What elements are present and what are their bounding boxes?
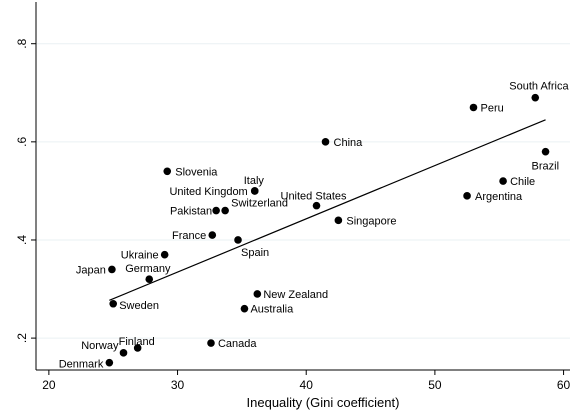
point-label: Pakistan [170,206,212,218]
fit-line-group [109,119,546,301]
point-label: Switzerland [231,198,288,210]
point-label: Brazil [532,161,560,173]
point-label: France [172,230,206,242]
data-point [105,358,114,367]
y-tick-label: .8 [15,38,29,48]
point-label: South Africa [509,81,569,93]
point-label: Denmark [59,359,104,371]
point-label: Singapore [346,215,396,227]
x-tick-label: 50 [428,378,442,392]
data-point [212,206,220,215]
data-point [119,349,128,357]
point-label: Finland [119,336,155,348]
point-label: New Zealand [263,289,328,301]
data-point [321,138,330,146]
data-point [163,167,172,176]
point-label: China [334,137,364,149]
data-point [234,236,242,244]
point-label: Australia [250,304,294,316]
point-label: Ukraine [121,250,159,262]
data-point [469,103,478,112]
data-point [108,265,116,274]
point-label: Norway [81,340,119,352]
x-tick-label: 40 [300,378,314,392]
x-axis-title: Inequality (Gini coefficient) [247,395,400,410]
point-label: Japan [76,264,106,276]
fit-line [109,119,546,301]
data-point [312,201,321,210]
y-tick-label: .6 [15,137,29,147]
point-label: Chile [510,176,535,188]
data-point [208,231,217,239]
data-point [499,177,507,185]
y-tick-label: .4 [15,235,29,245]
axes: .2 .4 .6 .8 20 30 40 50 60 [15,2,571,392]
data-point [207,339,215,347]
point-label: United Kingdom [169,186,247,198]
data-point [334,216,343,225]
point-label: United States [281,191,348,203]
point-label: Argentina [475,191,523,203]
x-tick-label: 60 [557,378,571,392]
grid-lines [36,43,570,339]
point-label: Italy [244,175,265,187]
point-label: Spain [241,247,269,259]
data-points: South Africa Peru China Brazil Slovenia Chile… [59,81,570,371]
data-point [160,250,169,259]
data-point [240,304,249,313]
point-label: Peru [480,102,503,114]
data-point [109,299,118,308]
point-label: Sweden [119,300,159,312]
data-point [133,344,142,352]
x-tick-label: 20 [42,378,56,392]
point-label: Germany [125,263,171,275]
data-point [145,275,154,284]
data-point [531,93,540,102]
data-point [463,192,471,200]
x-tick-label: 30 [171,378,185,392]
y-tick-label: .2 [15,333,29,343]
data-point [221,206,229,215]
data-point [541,147,550,156]
data-point [250,187,259,195]
data-point [253,290,262,298]
point-label: Slovenia [175,166,218,178]
point-label: Canada [218,338,257,350]
